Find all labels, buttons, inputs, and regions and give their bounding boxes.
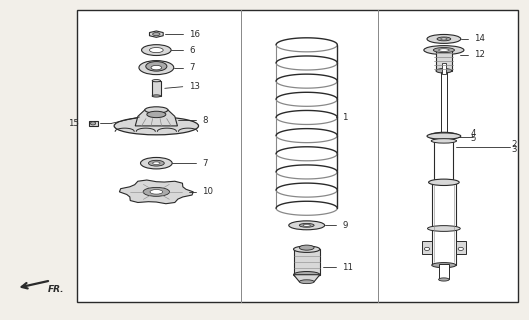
Ellipse shape xyxy=(436,68,452,73)
Ellipse shape xyxy=(145,107,168,113)
Ellipse shape xyxy=(141,157,172,169)
Ellipse shape xyxy=(424,46,464,54)
Ellipse shape xyxy=(151,65,162,70)
Ellipse shape xyxy=(289,221,325,230)
Bar xyxy=(434,133,453,182)
Bar xyxy=(456,241,466,254)
Text: 1: 1 xyxy=(342,113,348,122)
Ellipse shape xyxy=(147,111,166,118)
Text: 8: 8 xyxy=(202,116,208,125)
Text: 14: 14 xyxy=(474,35,485,44)
Bar xyxy=(432,182,456,265)
Ellipse shape xyxy=(439,49,449,51)
Text: 7: 7 xyxy=(202,159,208,168)
Ellipse shape xyxy=(458,247,463,251)
Ellipse shape xyxy=(424,247,430,251)
Ellipse shape xyxy=(152,80,161,82)
Ellipse shape xyxy=(432,263,456,268)
Polygon shape xyxy=(135,110,177,126)
Ellipse shape xyxy=(149,160,164,166)
Ellipse shape xyxy=(303,224,311,226)
Ellipse shape xyxy=(114,117,198,135)
Ellipse shape xyxy=(90,122,96,125)
Polygon shape xyxy=(120,180,193,204)
Ellipse shape xyxy=(428,179,459,186)
Text: 2: 2 xyxy=(512,140,517,149)
Text: 10: 10 xyxy=(202,188,213,196)
Polygon shape xyxy=(150,31,163,37)
Text: 7: 7 xyxy=(189,63,195,72)
Bar xyxy=(442,63,446,74)
Text: 15: 15 xyxy=(68,119,79,128)
Polygon shape xyxy=(88,121,97,126)
Bar xyxy=(422,241,432,254)
Ellipse shape xyxy=(299,223,314,227)
Ellipse shape xyxy=(152,95,161,97)
Ellipse shape xyxy=(143,188,169,196)
Ellipse shape xyxy=(153,33,160,36)
Ellipse shape xyxy=(153,162,160,164)
Ellipse shape xyxy=(146,61,167,71)
Ellipse shape xyxy=(441,38,447,40)
Ellipse shape xyxy=(429,132,459,140)
Text: 3: 3 xyxy=(512,145,517,154)
Ellipse shape xyxy=(299,280,314,284)
Ellipse shape xyxy=(299,245,314,250)
Ellipse shape xyxy=(139,60,174,75)
Polygon shape xyxy=(294,275,320,282)
Ellipse shape xyxy=(427,35,461,44)
Ellipse shape xyxy=(142,45,171,55)
Bar xyxy=(77,10,518,302)
Text: 13: 13 xyxy=(189,82,200,91)
Bar xyxy=(152,81,161,96)
Ellipse shape xyxy=(433,48,454,52)
Text: 6: 6 xyxy=(189,45,195,55)
Text: 5: 5 xyxy=(470,134,476,143)
Text: 12: 12 xyxy=(474,50,485,59)
Text: 11: 11 xyxy=(342,262,353,272)
Ellipse shape xyxy=(439,278,449,281)
Ellipse shape xyxy=(437,37,451,41)
Bar xyxy=(436,50,452,71)
Text: FR.: FR. xyxy=(48,285,65,294)
Ellipse shape xyxy=(294,246,320,252)
Ellipse shape xyxy=(150,190,163,194)
Text: 16: 16 xyxy=(189,30,200,39)
Text: 4: 4 xyxy=(470,129,476,138)
Bar xyxy=(294,249,320,275)
Ellipse shape xyxy=(427,226,460,231)
Ellipse shape xyxy=(427,133,461,139)
Ellipse shape xyxy=(431,139,457,143)
Bar xyxy=(441,72,446,133)
Ellipse shape xyxy=(294,271,320,278)
Bar xyxy=(439,264,449,279)
Text: 9: 9 xyxy=(342,221,348,230)
Ellipse shape xyxy=(150,48,163,52)
